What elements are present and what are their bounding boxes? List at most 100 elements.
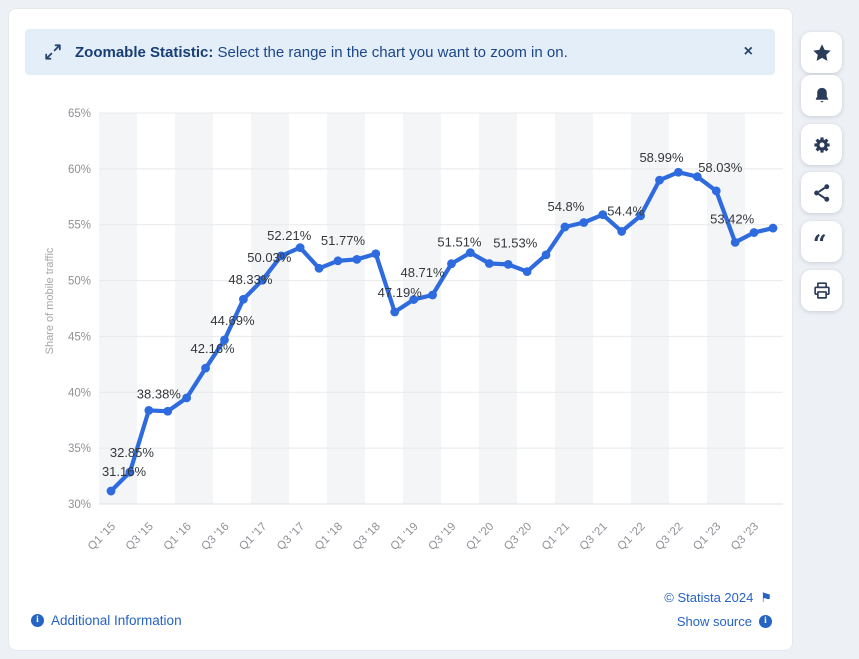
svg-text:51.77%: 51.77% bbox=[321, 233, 366, 248]
data-point[interactable] bbox=[333, 256, 343, 266]
gridlines bbox=[99, 112, 783, 505]
share-icon bbox=[813, 183, 829, 202]
svg-text:45%: 45% bbox=[68, 331, 91, 343]
svg-text:51.51%: 51.51% bbox=[437, 235, 482, 250]
star-icon bbox=[812, 43, 831, 61]
show-source-link[interactable]: Show source i bbox=[664, 614, 772, 629]
print-icon bbox=[813, 281, 830, 299]
zoom-range-icon bbox=[43, 42, 63, 62]
data-point[interactable] bbox=[655, 175, 664, 185]
data-point[interactable] bbox=[560, 222, 570, 232]
data-point[interactable] bbox=[579, 218, 589, 227]
data-point[interactable] bbox=[692, 172, 702, 182]
close-icon[interactable]: × bbox=[743, 43, 753, 60]
report-flag-icon[interactable]: ⚑ bbox=[760, 590, 772, 605]
svg-text:44.69%: 44.69% bbox=[210, 313, 255, 328]
additional-information-link[interactable]: i Additional Information bbox=[31, 613, 182, 628]
data-point[interactable] bbox=[447, 259, 456, 269]
svg-text:65%: 65% bbox=[68, 108, 91, 120]
svg-text:Q3 '18: Q3 '18 bbox=[351, 521, 383, 553]
y-axis-labels: 30% 35% 40% 45% 50% 55% 60% 65% bbox=[68, 108, 91, 511]
data-point[interactable] bbox=[503, 259, 513, 269]
data-point[interactable] bbox=[295, 243, 305, 253]
data-point[interactable] bbox=[428, 290, 437, 300]
data-point[interactable] bbox=[144, 405, 154, 415]
data-point[interactable] bbox=[276, 251, 286, 261]
quote-icon: “ bbox=[812, 231, 826, 253]
data-point[interactable] bbox=[314, 263, 324, 273]
svg-text:35%: 35% bbox=[68, 443, 91, 455]
banner-message-rest: Select the range in the chart you want t… bbox=[213, 43, 568, 61]
data-point[interactable] bbox=[730, 237, 740, 247]
svg-text:48.71%: 48.71% bbox=[400, 265, 445, 280]
data-points bbox=[106, 167, 778, 496]
data-point[interactable] bbox=[465, 248, 475, 258]
svg-text:Q3 '19: Q3 '19 bbox=[426, 521, 458, 553]
svg-text:Q3 '21: Q3 '21 bbox=[578, 521, 610, 553]
print-button[interactable] bbox=[801, 270, 842, 311]
svg-text:Q3 '15: Q3 '15 bbox=[124, 521, 156, 553]
data-point[interactable] bbox=[238, 294, 248, 304]
cite-button[interactable]: “ bbox=[801, 221, 842, 262]
data-point[interactable] bbox=[617, 227, 627, 236]
svg-text:50%: 50% bbox=[68, 276, 91, 288]
data-point[interactable] bbox=[352, 254, 362, 264]
svg-text:54.8%: 54.8% bbox=[547, 199, 584, 214]
settings-button[interactable] bbox=[801, 124, 842, 165]
svg-text:40%: 40% bbox=[68, 387, 91, 399]
svg-text:Q1 '15: Q1 '15 bbox=[86, 521, 118, 553]
svg-text:32.85%: 32.85% bbox=[110, 445, 155, 460]
data-point[interactable] bbox=[711, 186, 721, 196]
copyright-label: © Statista 2024 bbox=[664, 590, 754, 605]
svg-text:Q1 '22: Q1 '22 bbox=[616, 521, 648, 553]
svg-text:47.19%: 47.19% bbox=[378, 285, 423, 300]
mobile-traffic-line-chart[interactable]: 30% 35% 40% 45% 50% 55% 60% 65% Share of mobile … bbox=[9, 87, 796, 567]
data-point[interactable] bbox=[749, 228, 759, 237]
data-point[interactable] bbox=[768, 223, 778, 233]
svg-text:Q1 '16: Q1 '16 bbox=[162, 521, 194, 553]
data-point[interactable] bbox=[390, 307, 400, 317]
data-point[interactable] bbox=[201, 363, 210, 373]
data-point[interactable] bbox=[257, 275, 267, 285]
gear-icon bbox=[813, 136, 830, 153]
data-point[interactable] bbox=[125, 467, 135, 477]
svg-text:Q3 '16: Q3 '16 bbox=[199, 521, 231, 553]
data-point[interactable] bbox=[163, 406, 173, 416]
data-point[interactable] bbox=[636, 211, 645, 221]
share-button[interactable] bbox=[801, 172, 842, 213]
svg-text:31.16%: 31.16% bbox=[102, 464, 147, 479]
svg-text:Q1 '17: Q1 '17 bbox=[237, 521, 269, 553]
x-axis-labels: Q1 '15 Q3 '15 Q1 '16 Q3 '16 Q1 '17 Q3 '17 Q1 '… bbox=[86, 521, 761, 553]
data-point[interactable] bbox=[371, 249, 381, 259]
notifications-button[interactable] bbox=[801, 75, 842, 116]
svg-text:Q3 '22: Q3 '22 bbox=[653, 521, 685, 553]
svg-text:38.38%: 38.38% bbox=[137, 386, 182, 401]
svg-text:Q1 '18: Q1 '18 bbox=[313, 521, 345, 553]
banner-message-bold: Zoomable Statistic: bbox=[75, 43, 214, 61]
data-point[interactable] bbox=[409, 295, 419, 304]
svg-text:53.42%: 53.42% bbox=[710, 211, 755, 226]
data-point[interactable] bbox=[106, 486, 116, 496]
data-point[interactable] bbox=[484, 259, 494, 268]
y-axis-title: Share of mobile traffic bbox=[44, 247, 56, 354]
banner-message: Zoomable Statistic: Select the range in … bbox=[75, 44, 568, 61]
show-source-label: Show source bbox=[676, 614, 752, 629]
svg-text:30%: 30% bbox=[68, 499, 91, 511]
svg-text:58.03%: 58.03% bbox=[698, 160, 743, 175]
svg-text:“: “ bbox=[812, 231, 826, 253]
favorite-button[interactable] bbox=[801, 32, 842, 73]
info-icon: i bbox=[31, 614, 44, 627]
svg-text:55%: 55% bbox=[68, 220, 91, 232]
svg-text:Q1 '21: Q1 '21 bbox=[540, 521, 572, 553]
data-point[interactable] bbox=[674, 167, 683, 177]
data-point[interactable] bbox=[220, 335, 229, 345]
svg-text:Q1 '20: Q1 '20 bbox=[464, 521, 496, 553]
background-bands bbox=[99, 113, 745, 504]
info-icon: i bbox=[759, 615, 772, 628]
data-point[interactable] bbox=[541, 250, 551, 260]
svg-text:48.33%: 48.33% bbox=[228, 272, 273, 287]
data-point[interactable] bbox=[182, 393, 192, 403]
data-point[interactable] bbox=[522, 267, 532, 277]
data-point[interactable] bbox=[598, 210, 608, 220]
svg-text:Q3 '20: Q3 '20 bbox=[502, 521, 534, 553]
